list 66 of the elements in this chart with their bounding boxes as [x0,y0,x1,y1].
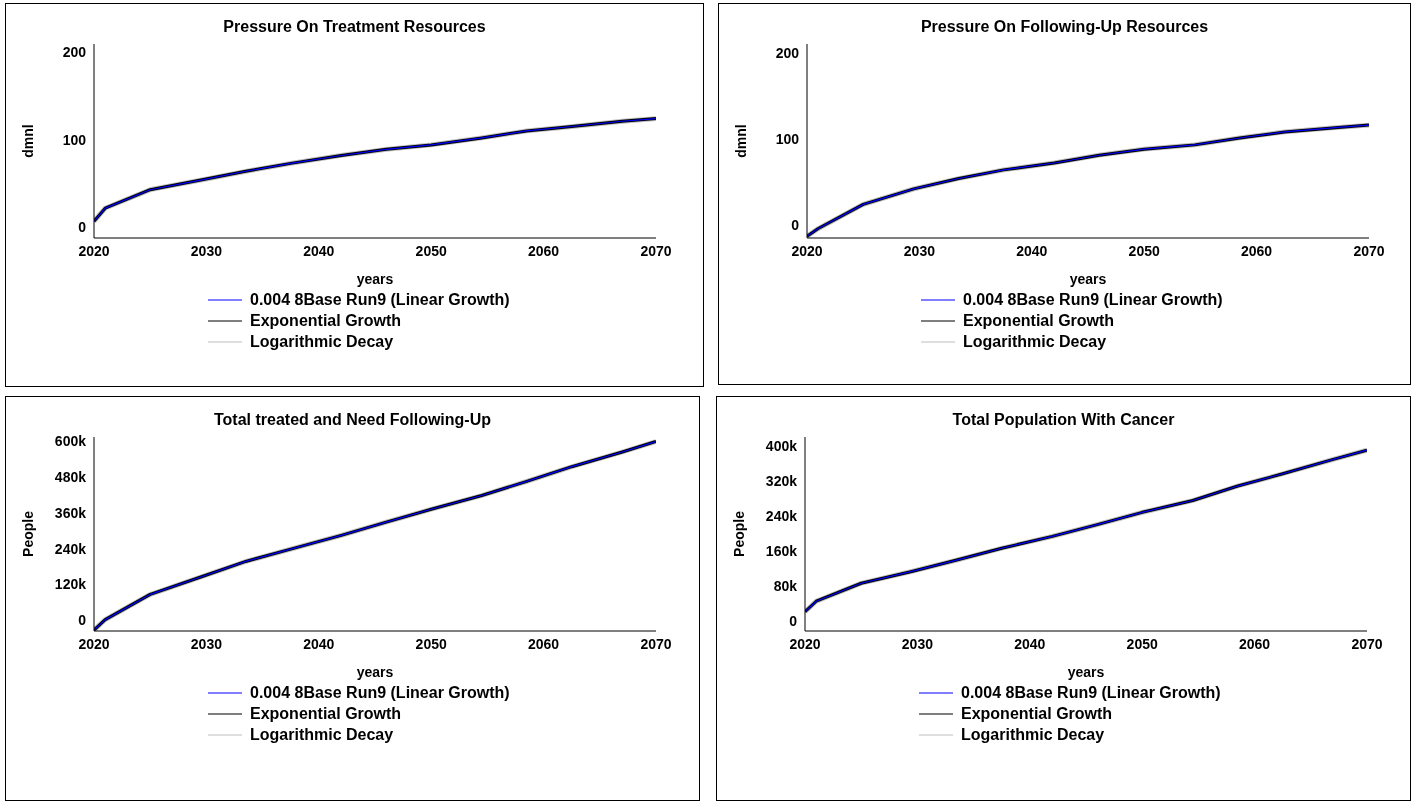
x-tick-label: 2070 [640,635,672,652]
x-tick-label: 2040 [1014,635,1046,652]
y-tick-label: 240k [54,540,87,557]
y-tick-label: 400k [765,437,798,454]
x-tick-label: 2070 [640,242,672,259]
x-axis-title: years [1067,664,1105,680]
chart-title: Pressure On Following-Up Resources [919,18,1210,36]
x-tick-label: 2060 [528,242,560,259]
chart-title: Pressure On Treatment Resources [222,18,487,36]
y-tick-label: 0 [791,217,800,234]
y-tick-label: 0 [78,612,87,629]
y-tick-label: 200 [775,44,800,61]
y-axis-title: People [19,510,36,557]
y-tick-label: 160k [765,542,798,559]
x-tick-label: 2050 [415,242,447,259]
x-tick-label: 2050 [1126,635,1158,652]
x-tick-label: 2070 [1353,242,1385,259]
x-tick-label: 2060 [1239,635,1271,652]
x-tick-label: 2020 [791,242,823,259]
y-tick-label: 100 [775,130,800,147]
y-tick-label: 320k [765,472,798,489]
legend-label: Logarithmic Decay [963,333,1107,351]
legend-label: Exponential Growth [961,705,1113,723]
x-tick-label: 2020 [789,635,821,652]
legend-label: 0.004 8Base Run9 (Linear Growth) [961,684,1221,702]
y-tick-label: 200 [62,43,87,60]
chart-title: Total Population With Cancer [951,411,1176,429]
x-axis-title: years [356,271,394,287]
x-tick-label: 2040 [303,242,335,259]
legend-label: Logarithmic Decay [961,726,1105,744]
chart-title: Total treated and Need Following-Up [212,411,492,429]
y-tick-label: 0 [78,219,87,236]
y-tick-label: 0 [789,612,798,629]
x-tick-label: 2040 [1016,242,1048,259]
x-tick-label: 2020 [78,242,110,259]
y-tick-label: 360k [54,504,87,521]
y-tick-label: 240k [765,507,798,524]
legend-label: Logarithmic Decay [250,726,394,744]
legend-label: 0.004 8Base Run9 (Linear Growth) [963,291,1223,309]
x-tick-label: 2060 [528,635,560,652]
x-tick-label: 2050 [415,635,447,652]
y-axis-title: People [730,510,747,557]
x-tick-label: 2070 [1351,635,1383,652]
x-tick-label: 2030 [901,635,934,652]
x-tick-label: 2030 [190,635,223,652]
legend-label: Logarithmic Decay [250,333,394,351]
x-axis-title: years [356,664,394,680]
x-tick-label: 2040 [303,635,335,652]
x-tick-label: 2060 [1241,242,1273,259]
x-tick-label: 2030 [190,242,223,259]
x-tick-label: 2020 [78,635,110,652]
x-axis-title: years [1069,271,1107,287]
legend-label: Exponential Growth [250,705,402,723]
y-tick-label: 100 [62,131,87,148]
y-axis-title: dmnl [732,124,749,158]
legend-label: Exponential Growth [963,312,1115,330]
legend-label: 0.004 8Base Run9 (Linear Growth) [250,684,510,702]
y-tick-label: 120k [54,576,87,593]
legend-label: 0.004 8Base Run9 (Linear Growth) [250,291,510,309]
x-tick-label: 2050 [1128,242,1160,259]
x-tick-label: 2030 [903,242,936,259]
y-tick-label: 80k [773,577,798,594]
legend-label: Exponential Growth [250,312,402,330]
y-axis-title: dmnl [19,124,36,158]
y-tick-label: 480k [54,468,87,485]
y-tick-label: 600k [54,432,87,449]
